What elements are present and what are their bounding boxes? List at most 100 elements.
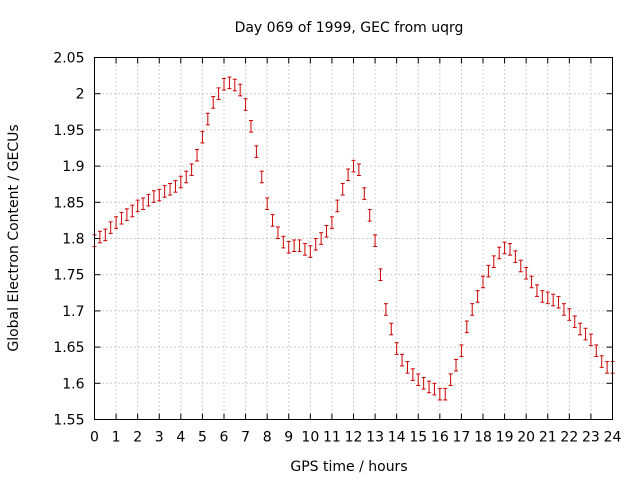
data-point: [378, 268, 383, 281]
x-tick-label: 4: [176, 430, 185, 446]
x-tick-label: 21: [539, 430, 557, 446]
data-point: [346, 168, 351, 182]
data-point: [464, 320, 469, 334]
x-tick-label: 23: [582, 430, 600, 446]
x-tick-label: 7: [241, 430, 250, 446]
data-point: [216, 87, 221, 100]
data-point: [324, 224, 329, 238]
data-point: [588, 333, 593, 347]
data-point: [481, 275, 485, 289]
data-point: [491, 255, 496, 268]
data-point: [248, 119, 253, 133]
axis-ticks: 0 1 2 3 4 5 6 7 8 9 10 11 12 13 14 15 16 17 18 19 20 21 22 23 24…: [53, 51, 621, 446]
x-tick-label: 24: [604, 430, 622, 446]
y-tick-label: 1.55: [53, 413, 84, 429]
data-point: [394, 342, 399, 355]
data-point: [572, 315, 577, 329]
data-point: [308, 245, 313, 258]
data-point: [265, 197, 270, 211]
y-tick-label: 1.85: [53, 195, 84, 211]
x-tick-label: 8: [263, 430, 272, 446]
data-point: [400, 353, 405, 367]
data-point: [270, 214, 275, 227]
data-point: [513, 250, 518, 263]
x-tick-label: 12: [345, 430, 363, 446]
data-point: [599, 355, 604, 368]
data-point: [551, 293, 556, 307]
x-tick-label: 18: [474, 430, 492, 446]
data-point: [383, 303, 388, 316]
data-point: [211, 96, 216, 109]
data-point: [319, 232, 324, 245]
x-tick-label: 2: [133, 430, 142, 446]
data-point: [459, 344, 464, 358]
y-tick-label: 1.75: [53, 268, 84, 284]
data-point: [497, 246, 502, 260]
data-point: [146, 193, 151, 207]
data-point: [151, 190, 156, 203]
data-point: [329, 216, 334, 229]
chart-title: Day 069 of 1999, GEC from uqrg: [235, 20, 464, 36]
data-point: [184, 170, 189, 184]
x-tick-label: 9: [284, 430, 293, 446]
data-point: [410, 368, 415, 381]
data-point: [502, 241, 507, 255]
data-point: [200, 130, 205, 144]
data-point: [254, 145, 259, 158]
y-tick-label: 2: [76, 87, 85, 103]
x-tick-label: 17: [453, 430, 471, 446]
data-point: [421, 377, 426, 390]
data-point: [281, 235, 286, 249]
data-point: [529, 275, 534, 289]
data-point: [243, 98, 248, 111]
data-point: [486, 264, 491, 278]
data-point: [443, 387, 448, 401]
x-tick-label: 1: [112, 430, 121, 446]
data-point: [335, 199, 340, 213]
plot-frame: [94, 57, 613, 420]
data-point: [168, 182, 173, 196]
data-point: [157, 188, 162, 202]
x-tick-label: 22: [560, 430, 578, 446]
data-point: [238, 83, 243, 97]
data-point: [540, 290, 545, 303]
data-point: [205, 112, 210, 126]
data-point: [97, 230, 102, 244]
x-tick-label: 10: [301, 430, 319, 446]
data-point: [195, 148, 200, 162]
data-point: [297, 239, 302, 253]
data-point: [141, 197, 146, 211]
data-point: [427, 380, 432, 394]
data-point: [362, 187, 367, 200]
data-point: [416, 373, 421, 386]
data-point: [507, 243, 512, 256]
data-point: [227, 76, 232, 90]
data-point: [594, 344, 599, 358]
data-point: [437, 387, 442, 401]
data-point: [432, 382, 437, 396]
data-point: [518, 259, 523, 273]
y-tick-label: 1.65: [53, 340, 84, 356]
data-point: [222, 77, 226, 91]
x-tick-label: 14: [388, 430, 406, 446]
x-tick-label: 19: [496, 430, 514, 446]
x-tick-label: 13: [366, 430, 384, 446]
data-point: [605, 361, 610, 374]
data-point: [389, 322, 394, 336]
x-tick-label: 16: [431, 430, 449, 446]
data-point: [114, 216, 119, 229]
data-point: [351, 159, 356, 173]
x-tick-label: 5: [198, 430, 207, 446]
data-point: [275, 226, 280, 239]
data-point: [130, 204, 135, 218]
x-tick-label: 20: [517, 430, 535, 446]
data-point: [470, 303, 475, 316]
data-point: [367, 209, 372, 222]
y-tick-label: 2.05: [53, 51, 84, 67]
y-tick-label: 1.95: [53, 123, 84, 139]
data-point: [162, 185, 167, 198]
data-point: [135, 199, 140, 213]
data-point: [534, 284, 539, 297]
x-tick-label: 15: [409, 430, 427, 446]
